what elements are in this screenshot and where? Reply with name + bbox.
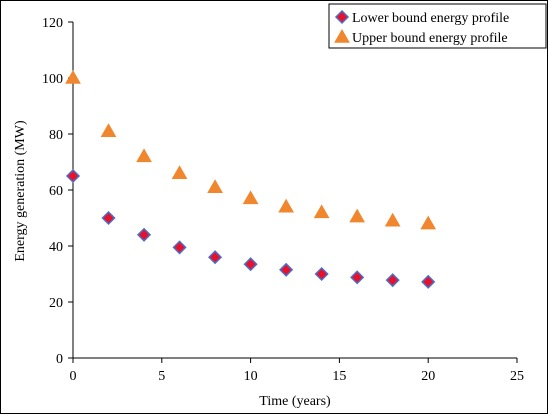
y-axis-title: Energy generation (MW) — [13, 120, 28, 262]
x-tick-label: 0 — [70, 369, 77, 384]
legend-marker — [334, 28, 350, 43]
y-tick-label: 60 — [49, 184, 63, 199]
legend-label: Upper bound energy profile — [352, 31, 508, 46]
plot-area — [72, 22, 517, 359]
x-tick-label: 10 — [244, 369, 258, 384]
x-axis-ticks: 0 5 10 15 20 25 — [70, 358, 524, 384]
data-point — [349, 208, 366, 223]
series-lower-bound — [65, 168, 436, 289]
data-point — [208, 250, 223, 265]
data-point — [314, 266, 329, 282]
y-tick-label: 40 — [49, 240, 63, 255]
y-tick-label: 80 — [49, 128, 63, 143]
x-axis-title: Time (years) — [259, 394, 331, 409]
data-point — [65, 69, 81, 84]
legend-box — [328, 3, 547, 49]
data-point — [136, 148, 152, 163]
data-point — [385, 273, 400, 288]
data-point — [65, 168, 81, 184]
x-tick-label: 25 — [510, 369, 524, 384]
y-tick-label: 100 — [42, 72, 63, 87]
series-upper-bound — [65, 69, 437, 230]
y-tick-label: 20 — [49, 296, 63, 311]
data-point — [172, 240, 187, 255]
data-point — [279, 262, 294, 277]
y-tick-label: 0 — [56, 352, 63, 367]
data-point — [350, 270, 365, 285]
x-tick-label: 20 — [421, 369, 435, 384]
data-point — [420, 215, 437, 230]
data-point — [313, 204, 330, 219]
data-point — [421, 274, 436, 289]
data-point — [384, 212, 401, 227]
data-point — [207, 179, 223, 193]
y-tick-label: 120 — [42, 16, 63, 31]
data-point — [242, 190, 259, 205]
x-tick-label: 5 — [158, 369, 165, 384]
y-axis-ticks: 0 20 40 60 80 100 120 — [42, 16, 73, 367]
data-point — [171, 165, 188, 179]
legend: Lower bound energy profile Upper bound en… — [328, 3, 547, 49]
legend-marker — [334, 9, 350, 25]
x-tick-label: 15 — [332, 369, 346, 384]
data-points — [65, 69, 437, 289]
legend-label: Lower bound energy profile — [352, 11, 509, 26]
data-point — [100, 123, 117, 137]
data-point — [136, 227, 152, 242]
data-point — [278, 198, 294, 213]
data-point — [243, 257, 258, 272]
data-point — [101, 210, 116, 226]
